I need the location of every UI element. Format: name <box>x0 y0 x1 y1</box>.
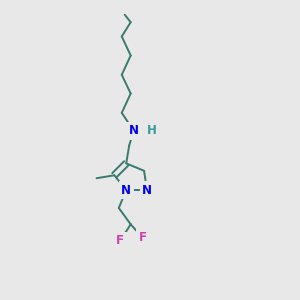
Text: N: N <box>142 184 152 196</box>
Text: H: H <box>146 124 156 137</box>
Text: F: F <box>116 234 124 247</box>
Text: N: N <box>121 184 131 196</box>
Text: F: F <box>139 231 147 244</box>
Text: N: N <box>129 124 139 137</box>
